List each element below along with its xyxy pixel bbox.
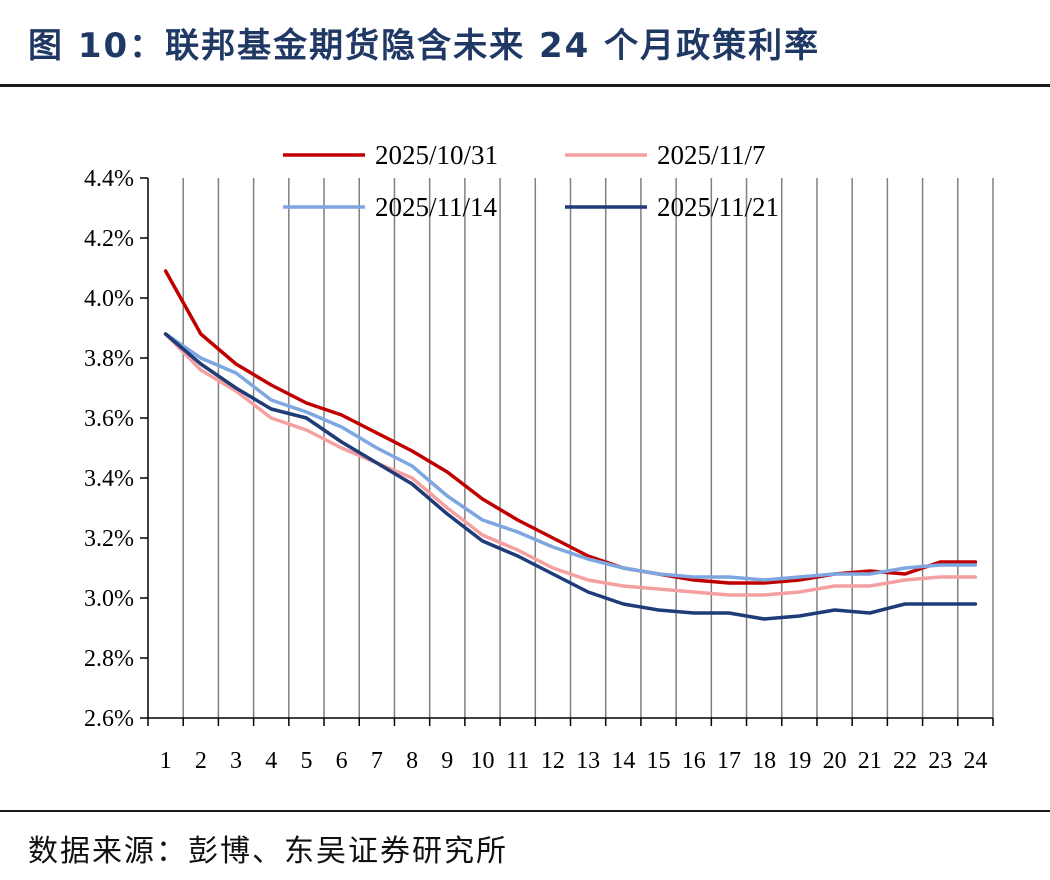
legend-label: 2025/11/21 xyxy=(657,192,779,222)
legend-label: 2025/11/14 xyxy=(375,192,498,222)
legend: 2025/10/31 2025/11/7 2025/11/14 2025/11/21 xyxy=(283,140,779,222)
y-tick-label: 3.2% xyxy=(84,526,134,552)
x-tick-label: 23 xyxy=(928,748,952,774)
series-line-2025-11-14 xyxy=(163,332,978,582)
y-tick-label: 2.8% xyxy=(84,646,134,672)
bottom-rule xyxy=(0,810,1050,812)
axes xyxy=(140,177,994,726)
x-tick-label: 7 xyxy=(371,748,383,774)
x-tick-label: 6 xyxy=(336,748,348,774)
x-tick-label: 14 xyxy=(611,748,635,774)
x-tick-label: 11 xyxy=(506,748,529,774)
legend-item: 2025/11/21 xyxy=(565,192,779,222)
x-tick-label: 13 xyxy=(576,748,600,774)
x-tick-label: 2 xyxy=(195,748,207,774)
x-tick-label: 16 xyxy=(682,748,706,774)
y-tick-label: 3.6% xyxy=(84,406,134,432)
x-tick-label: 1 xyxy=(160,748,172,774)
legend-item: 2025/10/31 xyxy=(283,140,498,170)
x-tick-label: 17 xyxy=(717,748,741,774)
top-rule xyxy=(0,84,1050,87)
x-tick-label: 9 xyxy=(441,748,453,774)
x-tick-label: 24 xyxy=(963,748,987,774)
y-tick-label: 2.6% xyxy=(84,706,134,732)
x-tick-label: 20 xyxy=(823,748,847,774)
x-tick-label: 15 xyxy=(647,748,671,774)
x-tick-label: 4 xyxy=(265,748,277,774)
legend-item: 2025/11/7 xyxy=(565,140,766,170)
y-tick-label: 3.8% xyxy=(84,346,134,372)
x-tick-label: 21 xyxy=(858,748,882,774)
figure-title: 图 10：联邦基金期货隐含未来 24 个月政策利率 xyxy=(28,26,821,66)
series-lines xyxy=(163,269,978,621)
y-tick-label: 3.4% xyxy=(84,466,134,492)
x-tick-label: 5 xyxy=(300,748,312,774)
legend-label: 2025/11/7 xyxy=(657,140,766,170)
y-tick-label: 3.0% xyxy=(84,586,134,612)
source-note: 数据来源：彭博、东吴证券研究所 xyxy=(28,834,508,869)
y-tick-label: 4.4% xyxy=(84,166,134,192)
y-tick-label: 4.2% xyxy=(84,226,134,252)
grid-lines xyxy=(182,178,994,718)
legend-item: 2025/11/14 xyxy=(283,192,498,222)
x-tick-label: 18 xyxy=(752,748,776,774)
legend-label: 2025/10/31 xyxy=(375,140,498,170)
x-tick-label: 12 xyxy=(541,748,565,774)
x-tick-label: 19 xyxy=(787,748,811,774)
x-tick-label: 22 xyxy=(893,748,917,774)
y-tick-label: 4.0% xyxy=(84,286,134,312)
x-tick-label: 8 xyxy=(406,748,418,774)
x-tick-label: 3 xyxy=(230,748,242,774)
series-line-2025-11-21 xyxy=(163,332,978,621)
x-tick-label: 10 xyxy=(470,748,494,774)
series-line-2025-11-7 xyxy=(163,332,978,597)
x-axis-tick-labels: 1 2 3 4 5 6 7 8 9 10 11 12 13 14 15 16 17 18 19 20 21 22 23 24 xyxy=(160,748,988,774)
y-axis-tick-labels: 2.6% 2.8% 3.0% 3.2% 3.4% 3.6% 3.8% 4.0% 4.2% 4.4% xyxy=(84,166,134,732)
